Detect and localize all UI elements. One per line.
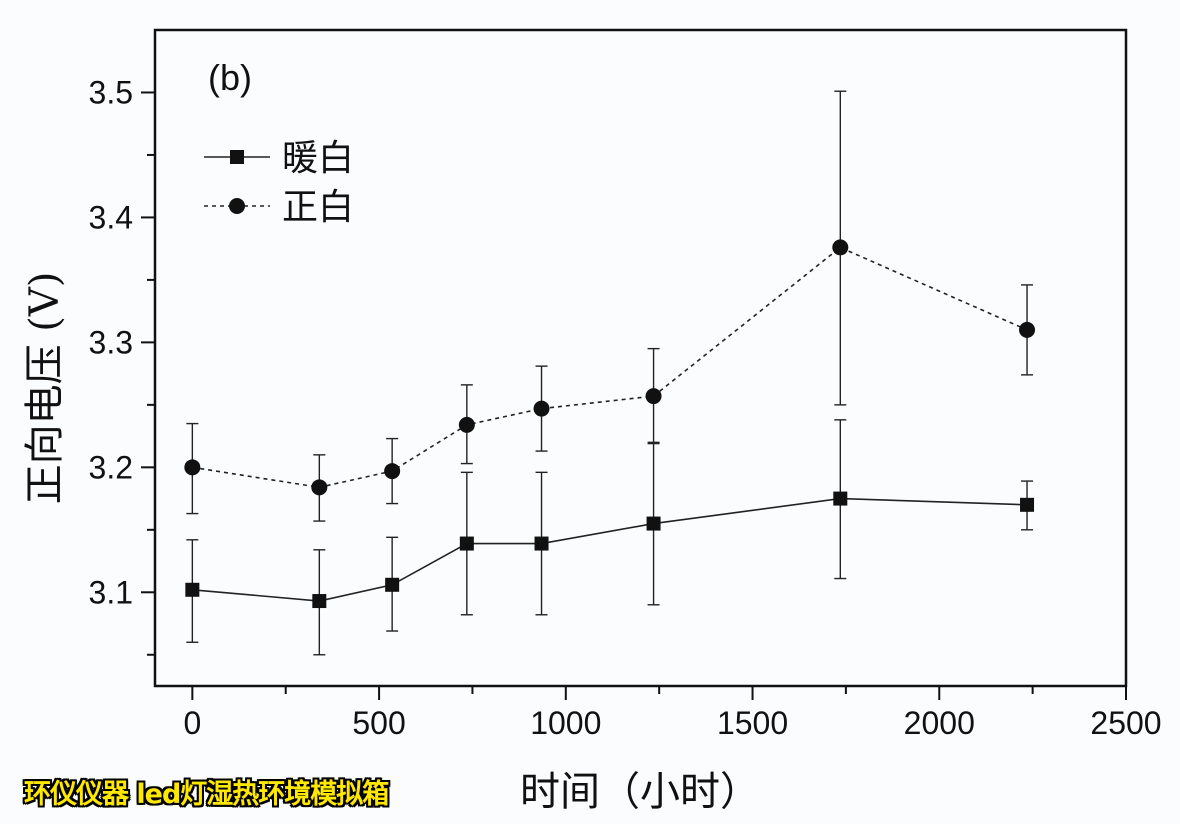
x-tick-label: 1000: [530, 705, 601, 741]
series-line: [192, 246, 1028, 489]
data-point-circle: [832, 239, 849, 256]
data-point-square: [185, 582, 200, 597]
legend-label: 暖白: [282, 138, 354, 179]
data-point-circle: [384, 463, 401, 480]
x-tick-label: 2500: [1090, 705, 1161, 741]
x-tick-label: 2000: [904, 705, 975, 741]
data-point-circle: [311, 479, 328, 496]
y-tick-label: 3.5: [89, 74, 133, 110]
legend-marker-square: [230, 150, 244, 164]
data-point-square: [646, 516, 661, 531]
x-tick-label: 500: [352, 705, 405, 741]
plot-frame: [153, 28, 1128, 688]
series-line: [192, 497, 1028, 602]
y-axis-label: 正向电压 (V): [22, 272, 68, 505]
data-point-square: [459, 536, 474, 551]
data-point-circle: [458, 416, 475, 433]
legend-marker-circle: [229, 198, 245, 214]
legend-label: 正白: [282, 187, 354, 228]
data-point-circle: [533, 400, 550, 417]
data-point-circle: [645, 388, 662, 405]
y-tick-label: 3.4: [89, 199, 133, 235]
data-point-square: [833, 491, 848, 506]
y-tick-label: 3.3: [89, 324, 133, 360]
y-tick-label: 3.2: [89, 449, 133, 485]
x-tick-label: 0: [183, 705, 201, 741]
y-tick-label: 3.1: [89, 574, 133, 610]
data-point-square: [1020, 497, 1035, 512]
data-point-circle: [184, 459, 201, 476]
data-point-square: [312, 594, 327, 609]
watermark: 环仪仪器 led灯湿热环境模拟箱: [24, 779, 389, 810]
data-point-circle: [1019, 321, 1036, 338]
x-axis-label: 时间（小时）: [520, 769, 760, 815]
panel-label: (b): [208, 57, 252, 98]
x-tick-label: 1500: [717, 705, 788, 741]
data-point-square: [534, 536, 549, 551]
data-point-square: [385, 577, 400, 592]
